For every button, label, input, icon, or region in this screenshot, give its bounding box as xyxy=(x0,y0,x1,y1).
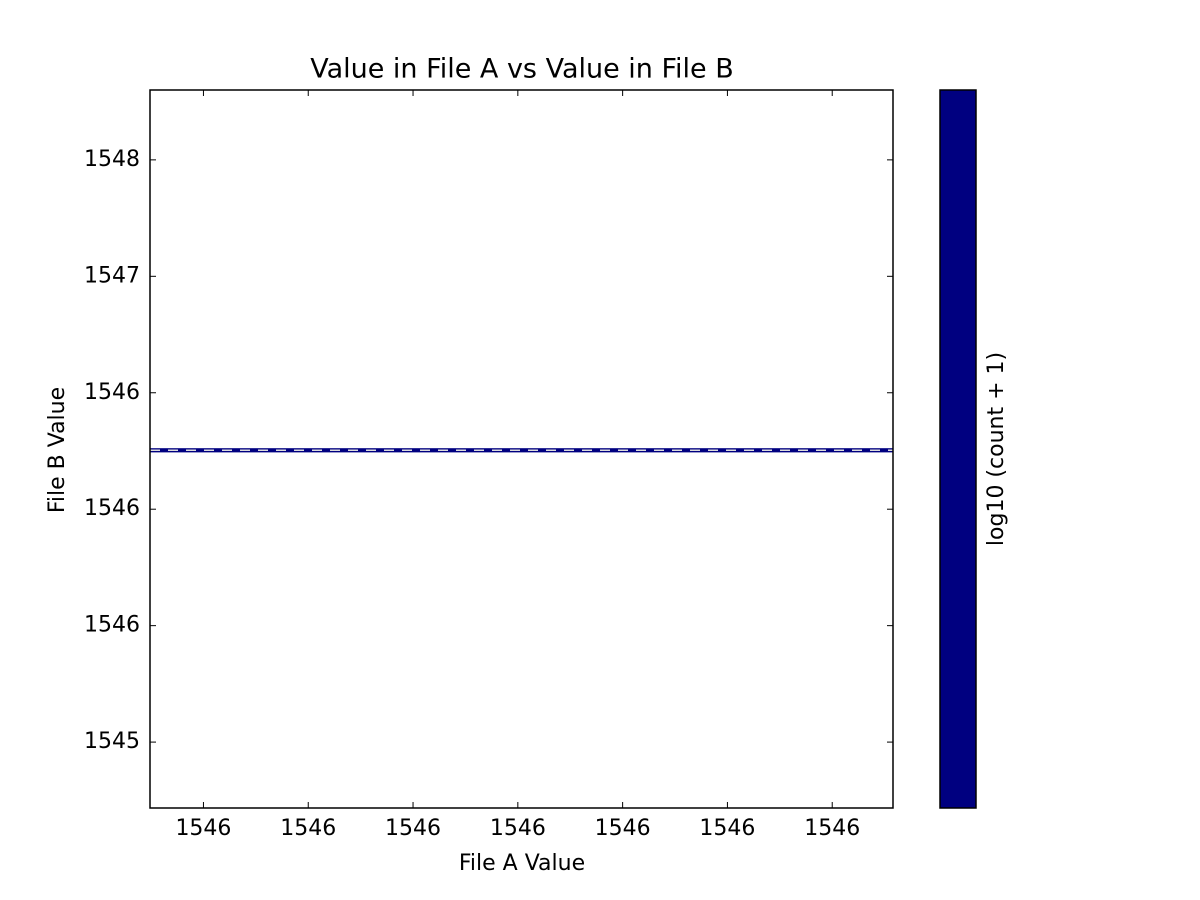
x-tick-label: 1546 xyxy=(175,816,231,841)
y-tick-label: 1546 xyxy=(84,613,140,638)
x-tick-label: 1546 xyxy=(280,816,336,841)
colorbar xyxy=(939,89,977,809)
x-tick-label: 1546 xyxy=(490,816,546,841)
x-axis-label: File A Value xyxy=(459,851,585,876)
y-tick-label: 1545 xyxy=(84,729,140,754)
colorbar-label: log10 (count + 1) xyxy=(984,352,1009,546)
x-tick-label: 1546 xyxy=(804,816,860,841)
x-tick-label: 1546 xyxy=(595,816,651,841)
y-axis-label: File B Value xyxy=(45,387,70,513)
plot-frame xyxy=(149,89,894,809)
hist-cell xyxy=(150,448,893,453)
y-tick-label: 1547 xyxy=(84,263,140,288)
y-tick-label: 1548 xyxy=(84,147,140,172)
y-tick-label: 1546 xyxy=(84,380,140,405)
x-tick-label: 1546 xyxy=(699,816,755,841)
x-tick-label: 1546 xyxy=(385,816,441,841)
y-tick-label: 1546 xyxy=(84,496,140,521)
chart-title: Value in File A vs Value in File B xyxy=(310,54,734,85)
